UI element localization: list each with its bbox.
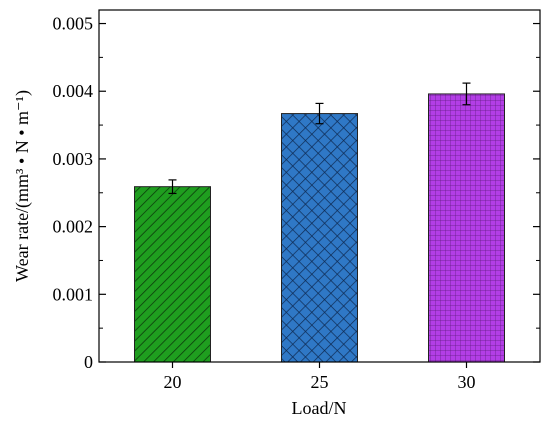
y-tick-label: 0.005: [53, 14, 94, 34]
x-tick-label: 20: [164, 372, 182, 392]
x-axis-title: Load/N: [292, 398, 347, 418]
error-bars-group: [168, 82, 471, 195]
y-tick-label: 0.002: [53, 217, 94, 237]
x-ticks-group: 20 25 30: [164, 362, 476, 392]
x-tick-label: 30: [458, 372, 476, 392]
bar-30: [428, 93, 505, 363]
x-tick-label: 25: [311, 372, 329, 392]
bars-group: [134, 93, 505, 363]
y-ticks-group: 0 0.001 0.002 0.003 0.004 0.005: [53, 14, 540, 372]
y-tick-label: 0.001: [53, 284, 94, 304]
y-tick-label: 0: [84, 352, 93, 372]
bar-25: [281, 113, 358, 363]
y-tick-label: 0.003: [53, 149, 94, 169]
bar-20: [134, 186, 211, 363]
y-tick-label: 0.004: [53, 81, 94, 101]
y-axis-title: Wear rate/(mm³ • N • m⁻¹): [12, 90, 33, 282]
